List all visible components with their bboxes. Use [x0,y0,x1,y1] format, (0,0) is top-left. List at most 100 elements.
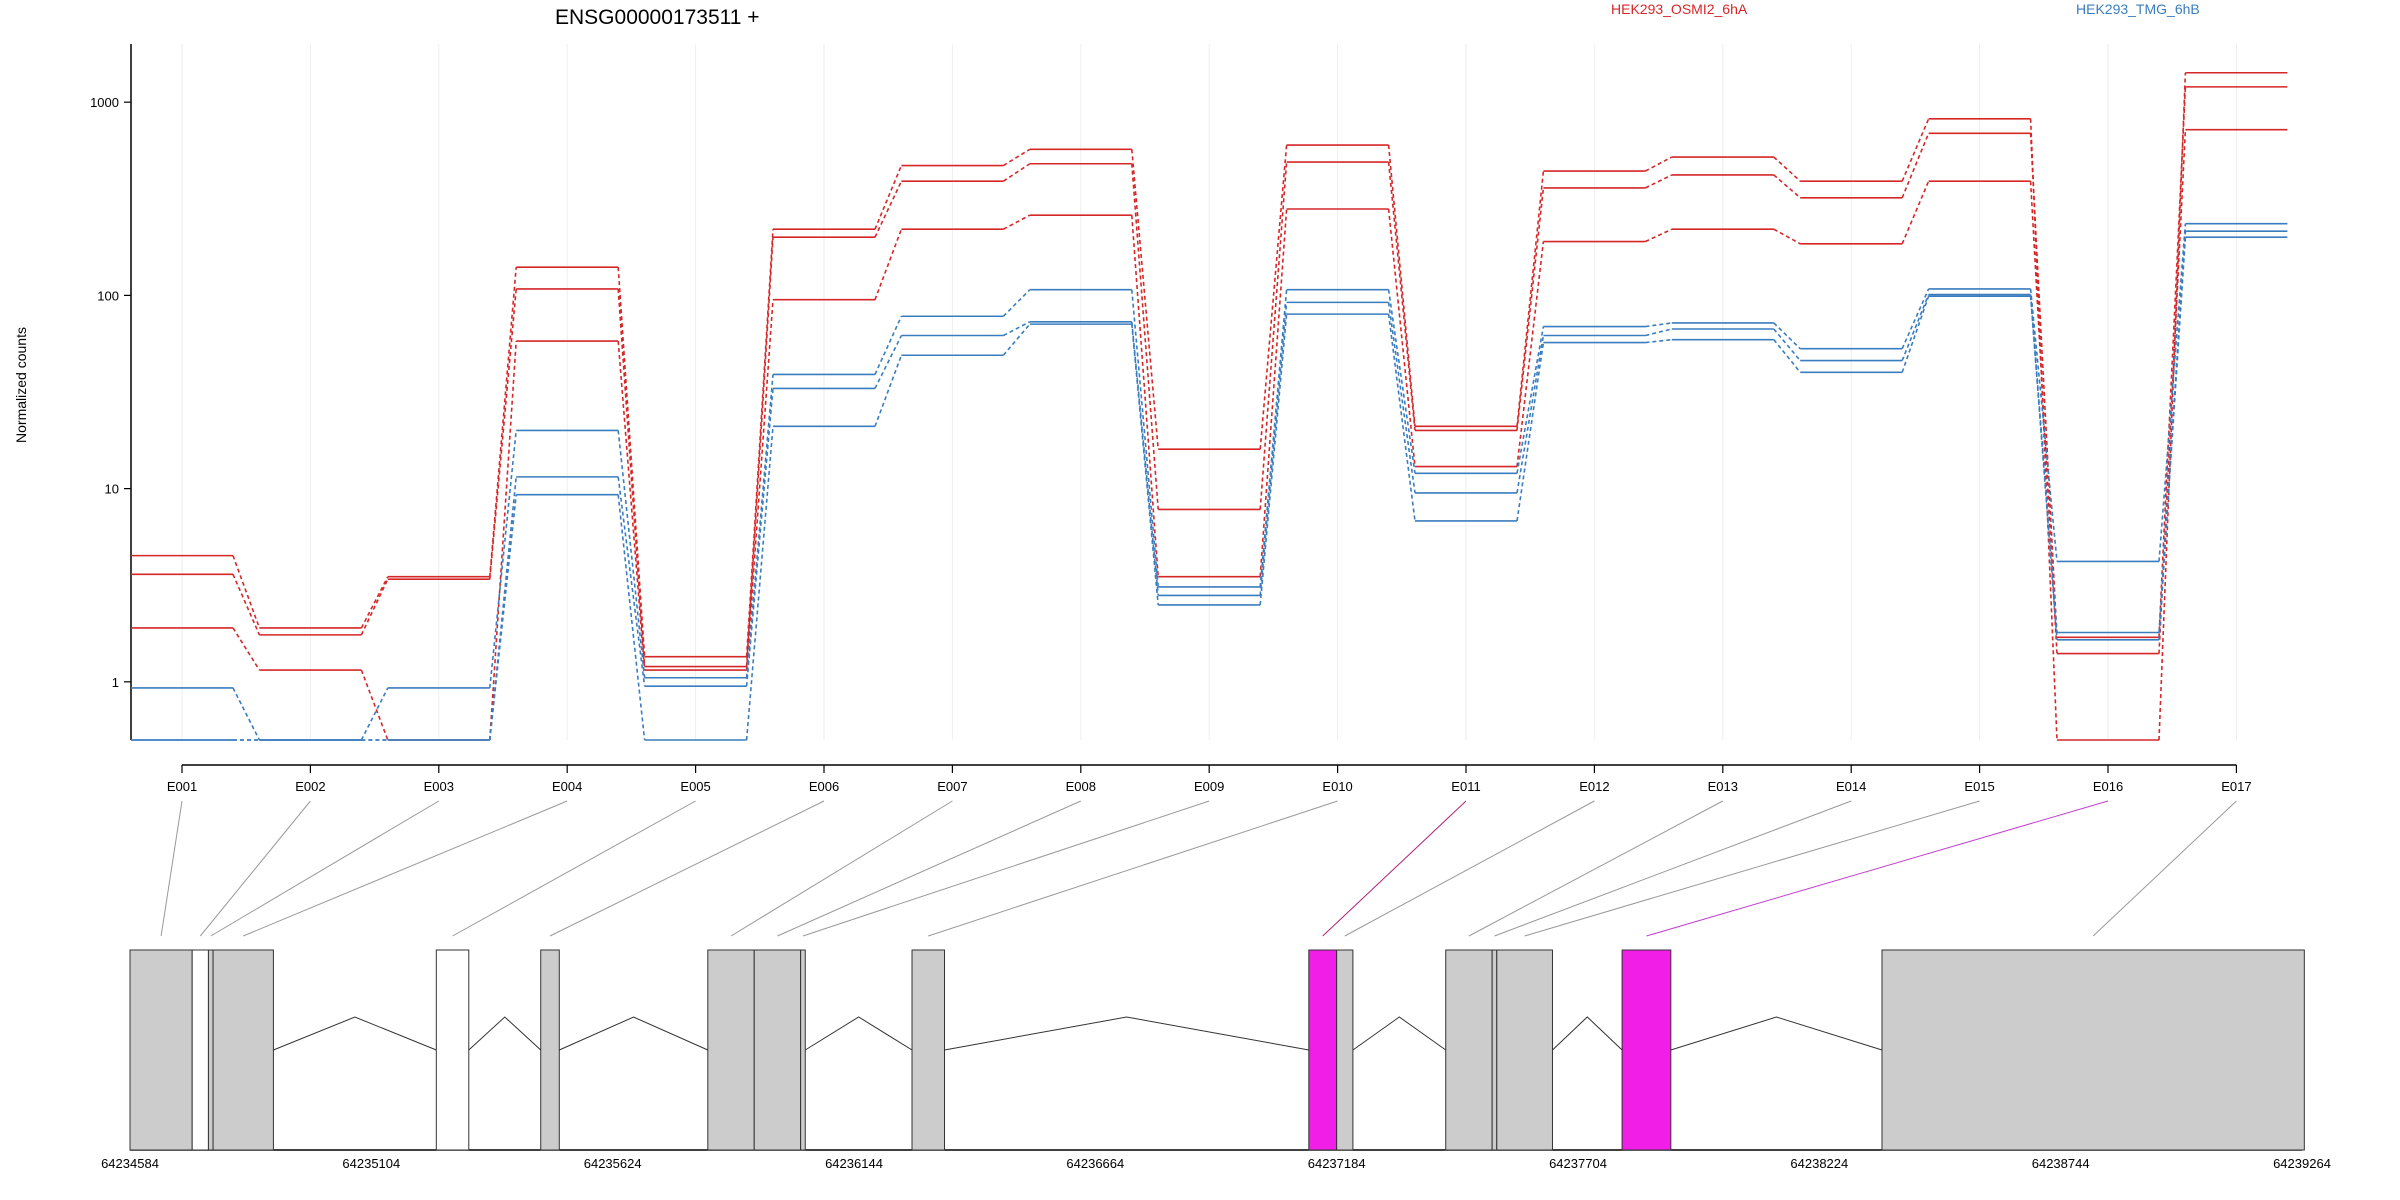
data-connector-6-e016 [2158,237,2187,640]
data-connector-4-e010 [1387,289,1416,474]
data-connector-5-e012 [1645,328,1672,337]
data-connector-6-e004 [617,494,646,741]
coordinate-tick-label-8: 64238224 [1790,1156,1848,1171]
data-connector-1-e016 [2158,72,2187,741]
y-tick-label-100: 100 [97,288,119,303]
exon-box-e009 [800,949,806,1151]
x-tick-label-e017: E017 [2221,779,2251,794]
data-connector-4-e016 [2158,223,2187,562]
x-tick-label-e013: E013 [1708,779,1738,794]
data-connector-6-e012 [1645,338,1672,344]
exon-link-e006 [549,800,825,937]
x-tick-label-e005: E005 [680,779,710,794]
x-tick-label-e007: E007 [937,779,967,794]
exon-link-e012 [1344,800,1595,937]
exon-box-e014 [1491,949,1498,1151]
data-connector-1-e013 [1773,156,1801,182]
exon-link-e007 [730,800,953,937]
data-connector-1-e011 [1516,170,1545,427]
exon-box-e010 [911,949,945,1151]
data-connector-5-e007 [1003,321,1031,337]
data-connector-3-e003 [489,341,517,741]
series-line-6 [131,236,2288,741]
data-connector-4-e015 [2029,288,2058,562]
data-connector-4-e004 [617,430,646,678]
x-tick-label-e002: E002 [295,779,325,794]
intron-6 [1352,1016,1447,1051]
exon-link-e003 [210,800,440,937]
data-connector-1-e010 [1387,144,1416,427]
exon-box-e006 [540,949,560,1151]
exon-box-e013 [1445,949,1493,1151]
data-connector-2-e011 [1516,187,1545,431]
data-connector-2-e010 [1387,161,1416,431]
data-connector-1-e001 [232,555,261,629]
exon-box-e015 [1496,949,1553,1151]
data-connector-1-e002 [360,576,389,629]
coordinate-tick-label-4: 64236144 [825,1156,883,1171]
coordinate-tick-label-1: 64234584 [101,1156,159,1171]
exon-link-e004 [243,800,568,937]
connector-layer [160,800,2237,937]
data-connector-4-e013 [1773,322,1801,350]
gene-model-layer: 64234584 64235104 64235624 64236144 64236664… [101,949,2331,1171]
exon-box-e016 [1621,949,1672,1151]
x-tick-label-e014: E014 [1836,779,1866,794]
y-tick-label-1: 1 [112,675,119,690]
exon-link-e010 [928,800,1338,937]
data-connector-4-e012 [1645,322,1672,328]
x-tick-label-e003: E003 [424,779,454,794]
chart-title: ENSG00000173511 + [555,6,760,29]
intron-8 [1670,1016,1883,1051]
data-connector-6-e006 [874,354,903,427]
data-connector-2-e013 [1773,174,1801,199]
exon-box-e001 [129,949,193,1151]
exon-link-e015 [1524,800,1980,937]
axis-layer: 1 10 100 1000 E001 E002 E003 E004 E005 E006 E007 E0… [90,44,2252,794]
x-tick-label-e010: E010 [1322,779,1352,794]
coordinate-tick-label-6: 64237184 [1308,1156,1366,1171]
data-connector-1-e008 [1131,149,1159,450]
data-connector-1-e014 [1901,118,1930,182]
data-connector-5-e009 [1259,302,1288,596]
data-connector-2-e008 [1131,163,1159,510]
x-tick-label-e004: E004 [552,779,582,794]
data-connector-6-e015 [2029,296,2058,640]
exon-box-e012 [1336,949,1354,1151]
data-connector-3-e002 [360,669,389,741]
data-connector-4-e014 [1901,288,1930,349]
intron-4 [805,1016,913,1051]
data-connector-6-e008 [1131,324,1159,606]
data-connector-5-e014 [1901,294,1930,361]
coordinate-tick-label-7: 64237704 [1549,1156,1607,1171]
data-connector-4-e006 [874,315,903,375]
data-connector-2-e002 [360,578,389,636]
data-connector-1-e007 [1002,148,1031,167]
exon-box-e003 [207,949,214,1151]
data-connector-1-e005 [745,229,774,657]
coordinate-tick-label-10: 64239264 [2273,1156,2331,1171]
data-connector-2-e015 [2029,133,2058,638]
data-connector-5-e003 [489,476,517,741]
data-connector-3-e010 [1387,208,1416,467]
intron-1 [273,1016,437,1051]
exon-box-e002 [191,949,209,1151]
data-connector-5-e005 [745,388,774,687]
data-connector-4-e003 [489,430,517,689]
exon-link-e017 [2092,800,2237,937]
data-connector-5-e016 [2158,231,2187,633]
data-connector-4-e001 [232,687,261,741]
data-connector-3-e009 [1259,208,1288,577]
data-connector-2-e016 [2158,86,2187,638]
data-connector-2-e001 [232,574,261,636]
series-line-2 [131,86,2288,668]
data-connector-2-e007 [1002,163,1031,182]
x-tick-label-e001: E001 [167,779,197,794]
data-connector-3-e001 [232,627,261,671]
data-connector-5-e011 [1516,335,1545,494]
exon-box-e011 [1308,949,1338,1151]
intron-3 [559,1016,709,1051]
exon-box-e004 [212,949,274,1151]
y-axis-label: Normalized counts [13,327,29,443]
